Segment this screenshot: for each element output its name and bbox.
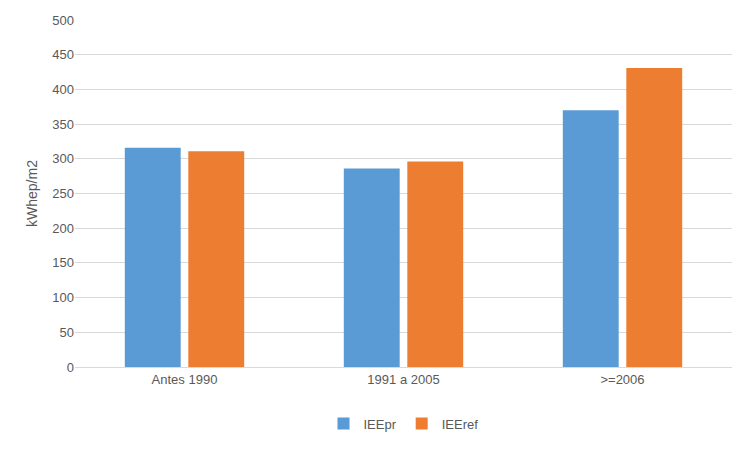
svg-text:100: 100 <box>52 290 74 305</box>
svg-text:kWhep/m2: kWhep/m2 <box>24 160 40 227</box>
svg-text:1991 a 2005: 1991 a 2005 <box>367 372 439 387</box>
svg-text:200: 200 <box>52 221 74 236</box>
svg-text:>=2006: >=2006 <box>600 372 644 387</box>
svg-text:300: 300 <box>52 151 74 166</box>
svg-text:50: 50 <box>60 325 74 340</box>
svg-text:IEEref: IEEref <box>442 417 479 432</box>
svg-text:Antes 1990: Antes 1990 <box>152 372 218 387</box>
svg-text:400: 400 <box>52 82 74 97</box>
svg-text:IEEpr: IEEpr <box>364 417 397 432</box>
svg-text:450: 450 <box>52 47 74 62</box>
svg-text:500: 500 <box>52 13 74 28</box>
svg-text:0: 0 <box>67 360 74 375</box>
svg-text:250: 250 <box>52 186 74 201</box>
svg-text:350: 350 <box>52 117 74 132</box>
svg-text:150: 150 <box>52 255 74 270</box>
